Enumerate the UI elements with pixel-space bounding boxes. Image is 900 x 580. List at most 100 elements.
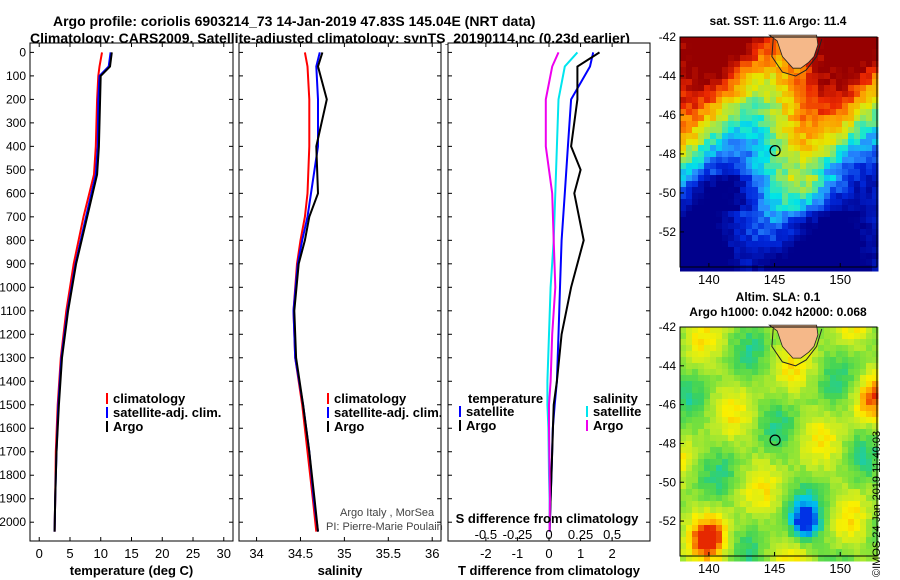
map-cell <box>698 477 705 484</box>
map-cell <box>812 169 819 176</box>
map-cell <box>740 435 747 442</box>
map-cell <box>830 507 837 514</box>
map-cell <box>680 549 687 556</box>
map-cell <box>782 519 789 526</box>
map-cell <box>752 519 759 526</box>
map-cell <box>770 247 777 254</box>
map-cell <box>704 61 711 68</box>
map-cell <box>806 181 813 188</box>
map-cell <box>866 79 873 86</box>
map-cell <box>746 441 753 448</box>
map-cell <box>806 513 813 520</box>
map-cell <box>698 333 705 340</box>
map-cell <box>740 187 747 194</box>
map-cell <box>830 429 837 436</box>
map-cell <box>794 459 801 466</box>
map-cell <box>758 265 765 272</box>
map-cell <box>782 187 789 194</box>
map-cell <box>758 97 765 104</box>
map-cell <box>824 333 831 340</box>
map-cell <box>794 127 801 134</box>
map-cell <box>728 193 735 200</box>
map-cell <box>770 49 777 56</box>
map-cell <box>710 357 717 364</box>
map-cell <box>848 157 855 164</box>
map-cell <box>698 537 705 544</box>
map-cell <box>734 507 741 514</box>
map-cell <box>788 411 795 418</box>
map-cell <box>758 193 765 200</box>
map-cell <box>830 115 837 122</box>
map-cell <box>794 259 801 266</box>
map-cell <box>806 157 813 164</box>
map-cell <box>710 205 717 212</box>
map-cell <box>836 259 843 266</box>
map-cell <box>794 115 801 122</box>
map-cell <box>800 501 807 508</box>
map-cell <box>734 91 741 98</box>
map-cell <box>842 387 849 394</box>
map-cell <box>866 489 873 496</box>
map-cell <box>836 223 843 230</box>
map-cell <box>818 453 825 460</box>
map-cell <box>794 253 801 260</box>
map-cell <box>734 447 741 454</box>
map-cell <box>698 327 705 334</box>
map-cell <box>752 327 759 334</box>
map-cell <box>758 507 765 514</box>
map-cell <box>740 441 747 448</box>
map-cell <box>752 193 759 200</box>
map-cell <box>716 531 723 538</box>
map-cell <box>740 163 747 170</box>
map-cell <box>812 199 819 206</box>
map-cell <box>716 339 723 346</box>
map-cell <box>782 205 789 212</box>
map-cell <box>764 477 771 484</box>
map-cell <box>680 519 687 526</box>
map-cell <box>752 37 759 44</box>
map-cell <box>746 423 753 430</box>
map-cell <box>770 465 777 472</box>
map-cell <box>740 483 747 490</box>
map-cell <box>716 85 723 92</box>
map-cell <box>818 253 825 260</box>
map-cell <box>728 139 735 146</box>
map-cell <box>746 151 753 158</box>
map-cell <box>836 393 843 400</box>
map-cell <box>806 489 813 496</box>
map-cell <box>770 555 777 562</box>
map-cell <box>770 453 777 460</box>
map-cell <box>806 223 813 230</box>
y-tick-label: -52 <box>659 514 677 528</box>
map-cell <box>686 405 693 412</box>
map-cell <box>812 139 819 146</box>
map-cell <box>704 259 711 266</box>
map-cell <box>824 507 831 514</box>
map-cell <box>686 465 693 472</box>
map-cell <box>716 127 723 134</box>
map-cell <box>818 211 825 218</box>
map-cell <box>722 49 729 56</box>
map-cell <box>686 103 693 110</box>
map-cell <box>692 85 699 92</box>
map-cell <box>842 363 849 370</box>
map-cell <box>698 429 705 436</box>
map-cell <box>836 411 843 418</box>
x-tick-label: 35 <box>337 546 351 561</box>
x-tick-label: 145 <box>764 561 786 576</box>
map-cell <box>812 259 819 266</box>
map-cell <box>752 357 759 364</box>
map-cell <box>716 49 723 56</box>
map-cell <box>776 223 783 230</box>
map-cell <box>854 519 861 526</box>
map-cell <box>794 399 801 406</box>
map-cell <box>860 447 867 454</box>
map-cell <box>806 85 813 92</box>
map-cell <box>698 163 705 170</box>
map-cell <box>740 73 747 80</box>
map-cell <box>800 205 807 212</box>
x-tick-label: 15 <box>124 546 138 561</box>
map-cell <box>788 555 795 562</box>
map-cell <box>860 115 867 122</box>
map-cell <box>764 345 771 352</box>
